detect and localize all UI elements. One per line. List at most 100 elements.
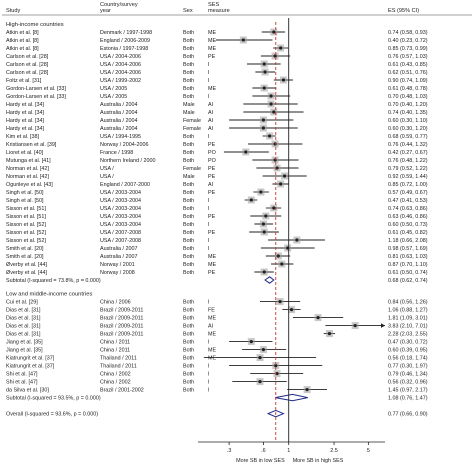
point-estimate: [273, 142, 277, 146]
study-es: 0.70 (0.48, 1.03): [388, 94, 428, 100]
study-name: Foltz et al. [31]: [6, 78, 42, 84]
study-es: 0.47 (0.41, 0.53): [388, 198, 428, 204]
study-measure: I: [208, 238, 210, 244]
point-estimate: [275, 372, 279, 376]
study-measure: AI: [208, 118, 213, 124]
study-es: 0.79 (0.52, 1.22): [388, 166, 428, 172]
study-sex: Both: [183, 316, 194, 322]
point-estimate: [279, 46, 283, 50]
study-measure: I: [208, 340, 210, 346]
x-axis-right-label: More SB in high SES: [293, 458, 344, 464]
study-country: England / 2006-2009: [100, 38, 150, 44]
study-country: Australia / 2004: [100, 126, 137, 132]
study-sex: Both: [183, 158, 194, 164]
study-country: Norway / 2004-2006: [100, 142, 149, 148]
study-sex: Both: [183, 262, 194, 268]
study-es: 0.56 (0.32, 0.96): [388, 380, 428, 386]
study-measure: PE: [208, 190, 216, 196]
point-estimate: [295, 238, 299, 242]
study-sex: Both: [183, 380, 194, 386]
study-sex: Female: [183, 118, 201, 124]
header-sex: Sex: [183, 8, 193, 14]
study-es: 0.81 (0.63, 1.03): [388, 254, 428, 260]
study-sex: Both: [183, 356, 194, 362]
point-estimate: [272, 206, 276, 210]
study-measure: PE: [208, 214, 216, 220]
study-measure: PE: [208, 230, 216, 236]
study-measure: PE: [208, 270, 216, 276]
overall-es: 0.77 (0.66, 0.90): [388, 412, 428, 418]
study-measure: ME: [208, 262, 216, 268]
study-sex: Both: [183, 46, 194, 52]
study-country: USA / 2003-2004: [100, 214, 141, 220]
study-measure: I: [208, 78, 210, 84]
study-measure: I: [208, 198, 210, 204]
group-title: Low and middle-income countries: [6, 292, 92, 298]
study-country: Brazil / 2009-2011: [100, 324, 143, 330]
study-country: France / 1998: [100, 150, 133, 156]
point-estimate: [258, 380, 262, 384]
point-estimate: [262, 270, 266, 274]
x-tick-label: .3: [227, 448, 232, 454]
study-sex: Both: [183, 70, 194, 76]
study-measure: ME: [208, 38, 216, 44]
study-country: Thailand / 2011: [100, 356, 137, 362]
study-measure: I: [208, 94, 210, 100]
study-country: Australia / 2004: [100, 118, 137, 124]
study-es: 1.06 (0.88, 1.27): [388, 308, 428, 314]
x-axis: .3 .6 1 2.5 5 More SB in low SES More SB in hi…: [198, 18, 385, 464]
study-name: Norman et al. [42]: [6, 166, 49, 172]
study-sex: Both: [183, 182, 194, 188]
study-country: USA / 2003-2004: [100, 206, 141, 212]
study-country: USA / 2004-2006: [100, 70, 141, 76]
subtotal-label: Subtotal (I-squared = 93.5%, p = 0.000): [6, 396, 101, 402]
point-estimate: [259, 190, 263, 194]
study-es: 0.79 (0.46, 1.34): [388, 372, 428, 378]
study-country: Brazil / 2009-2011: [100, 308, 143, 314]
study-es: 0.61 (0.48, 0.78): [388, 86, 428, 92]
study-name: Atkin et al. [8]: [6, 46, 39, 52]
header-country: Country/survey year: [100, 2, 138, 14]
study-country: Norway / 2001: [100, 262, 135, 268]
study-measure: ME: [208, 316, 216, 322]
study-es: 1.81 (1.09, 3.01): [388, 316, 428, 322]
study-es: 0.98 (0.57, 1.69): [388, 246, 428, 252]
point-estimate: [262, 230, 266, 234]
point-estimate: [327, 332, 332, 336]
study-name: Sisson et al. [52]: [6, 238, 46, 244]
x-tick-label: 5: [367, 448, 370, 454]
study-rows: High-income countries Atkin et al. [8] Den…: [6, 22, 428, 418]
study-measure: PE: [208, 54, 216, 60]
study-measure: I: [208, 300, 210, 306]
point-estimate: [244, 150, 248, 154]
point-estimate: [262, 86, 266, 90]
study-country: USA /: [100, 174, 114, 180]
point-estimate: [276, 254, 280, 258]
study-es: 0.61 (0.43, 0.85): [388, 62, 428, 68]
overall-diamond: [266, 409, 285, 418]
study-name: Singh et al. [50]: [6, 198, 44, 204]
point-estimate: [258, 356, 262, 360]
study-measure: ME: [208, 86, 216, 92]
study-name: Kiatrungrit et al. [37]: [6, 356, 55, 362]
study-sex: Both: [183, 30, 194, 36]
point-estimate: [249, 340, 253, 344]
study-sex: Both: [183, 246, 194, 252]
study-es: 0.47 (0.30, 0.72): [388, 340, 428, 346]
study-sex: Both: [183, 54, 194, 60]
subtotal-diamond: [275, 393, 308, 402]
point-estimate: [353, 324, 357, 328]
point-estimate: [278, 300, 282, 304]
study-country: Australia / 2004: [100, 110, 137, 116]
study-name: Sisson et al. [52]: [6, 230, 46, 236]
ci-truncated-right-arrow: [381, 323, 385, 328]
subtotal-es: 1.08 (0.76, 1.47): [388, 396, 428, 402]
study-name: Dias et al. [31]: [6, 308, 41, 314]
header-study: Study: [6, 8, 21, 14]
study-es: 0.74 (0.40, 1.35): [388, 110, 428, 116]
point-estimate: [272, 30, 276, 34]
study-es: 0.62 (0.51, 0.76): [388, 70, 428, 76]
study-es: 0.76 (0.48, 1.22): [388, 158, 428, 164]
study-country: Estonia / 1997-1998: [100, 46, 148, 52]
